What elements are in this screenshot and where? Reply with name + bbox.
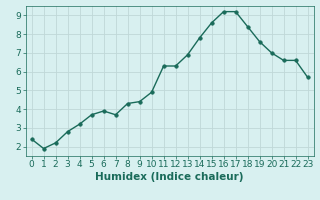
- X-axis label: Humidex (Indice chaleur): Humidex (Indice chaleur): [95, 172, 244, 182]
